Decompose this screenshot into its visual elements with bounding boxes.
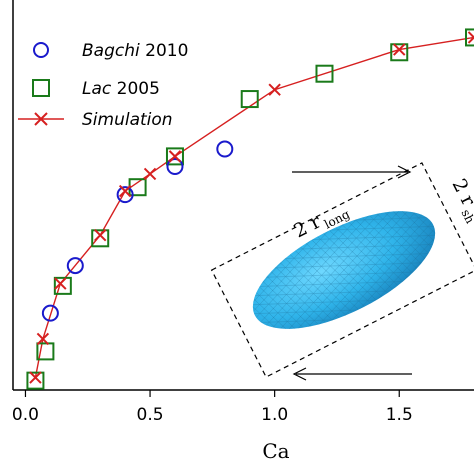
legend-marker-bagchi bbox=[33, 42, 49, 58]
x-tick-label: 0.0 bbox=[12, 405, 39, 425]
legend: Bagchi 2010 Lac 2005 Simulation bbox=[18, 41, 188, 130]
simulation-point bbox=[168, 150, 182, 163]
legend-label-lac: Lac 2005 bbox=[82, 79, 160, 99]
bagchi-point bbox=[66, 257, 84, 275]
lac-point bbox=[165, 147, 184, 166]
simulation-point bbox=[268, 83, 281, 96]
bounding-box-dashed bbox=[210, 162, 474, 378]
bagchi-point bbox=[216, 140, 234, 158]
series-layer bbox=[26, 28, 474, 390]
lac-point bbox=[315, 64, 334, 83]
lac-point bbox=[240, 90, 259, 109]
lac-point bbox=[36, 342, 55, 361]
simulation-point bbox=[467, 31, 474, 44]
x-axis-label: Ca bbox=[262, 439, 289, 463]
label-short-main: 2 r bbox=[448, 175, 474, 210]
bagchi-point bbox=[166, 158, 184, 176]
simulation-point bbox=[393, 43, 406, 56]
bagchi-point bbox=[116, 186, 134, 204]
inset-illustration: 2 r long 2 r sh bbox=[210, 162, 474, 381]
simulation-point bbox=[54, 277, 67, 290]
simulation-point bbox=[118, 184, 132, 198]
lac-point bbox=[26, 371, 45, 390]
legend-label-bagchi: Bagchi 2010 bbox=[82, 41, 188, 61]
x-tick-label: 1.0 bbox=[261, 405, 288, 425]
lac-point bbox=[465, 28, 474, 47]
lac-point bbox=[91, 229, 110, 248]
legend-marker-simulation bbox=[34, 112, 48, 126]
x-ticks: 0.0 0.5 1.0 1.5 bbox=[12, 390, 413, 425]
simulation-point bbox=[29, 371, 42, 384]
legend-label-simulation: Simulation bbox=[82, 110, 173, 130]
bagchi-point bbox=[41, 304, 59, 322]
simulation-point bbox=[36, 332, 50, 346]
simulation-line bbox=[34, 36, 474, 378]
x-tick-label: 0.5 bbox=[137, 405, 164, 425]
lac-point bbox=[390, 43, 409, 62]
arrow-top-head bbox=[397, 165, 412, 179]
legend-marker-lac bbox=[32, 79, 50, 97]
simulation-point bbox=[143, 167, 157, 181]
label-short-sub: sh bbox=[458, 207, 474, 226]
ellipsoid-mesh bbox=[252, 211, 436, 329]
lac-point bbox=[53, 276, 72, 295]
x-tick-label: 1.5 bbox=[386, 405, 413, 425]
simulation-point bbox=[94, 228, 107, 242]
arrow-bottom-head bbox=[292, 367, 307, 381]
